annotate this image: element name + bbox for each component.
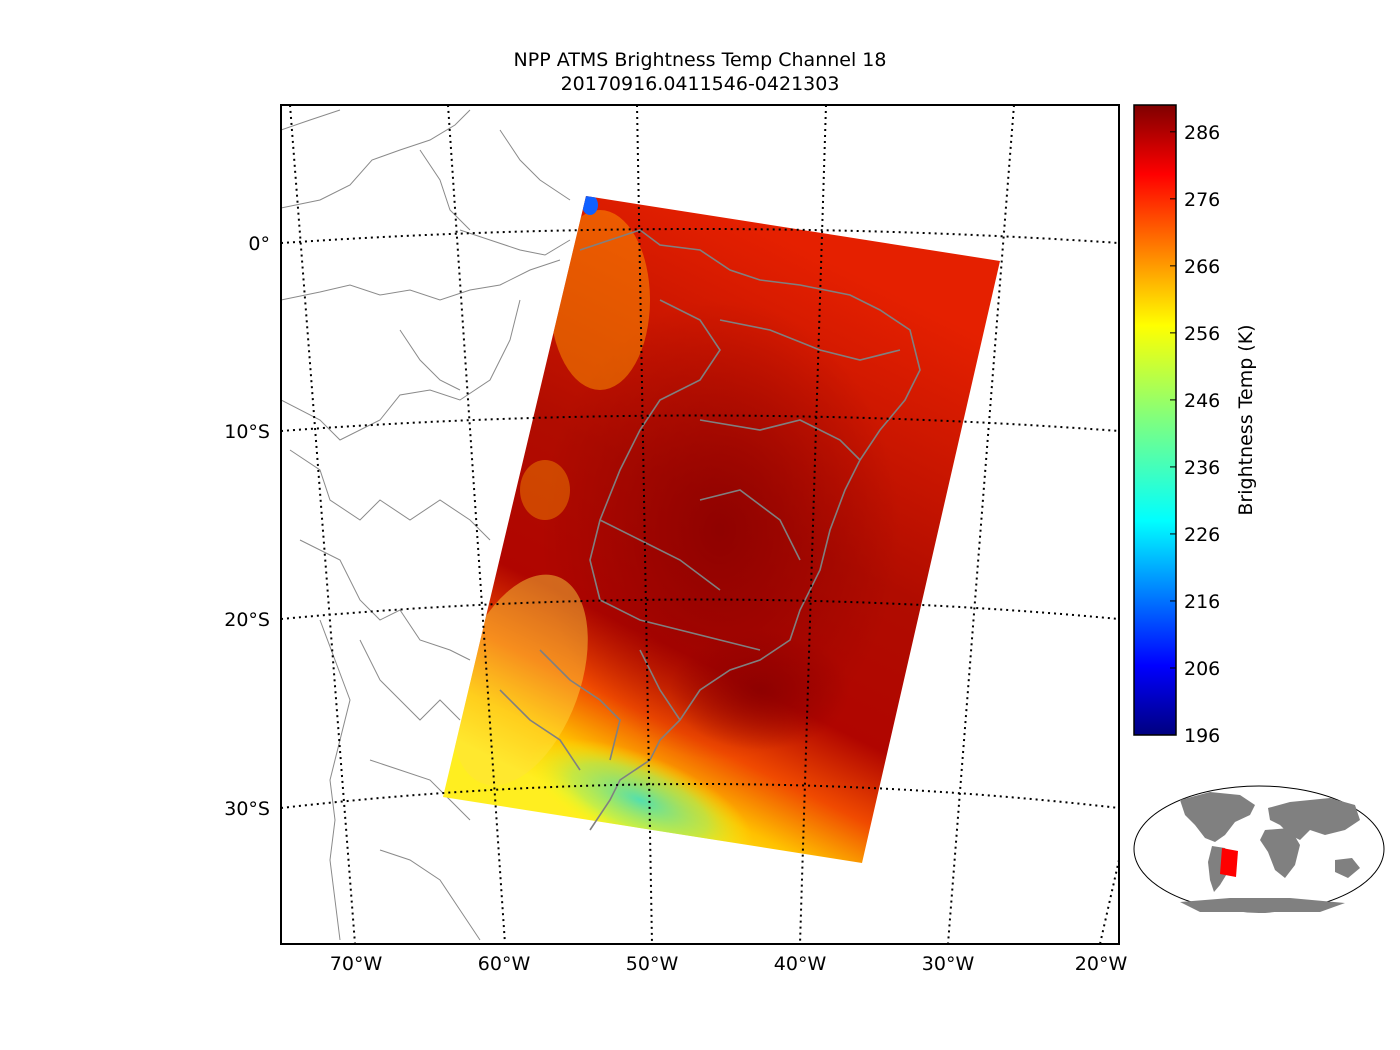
colorbar-tick-label: 226 [1184, 524, 1220, 546]
inset-globe [1133, 785, 1385, 913]
inset-swath-marker [1220, 848, 1238, 877]
lon-label-60w: 60°W [478, 953, 531, 975]
chart-title: NPP ATMS Brightness Temp Channel 18 [513, 49, 887, 71]
graticule [281, 105, 1119, 944]
colorbar-tick-label: 256 [1184, 323, 1220, 345]
colorbar-ticks: 286 276 266 256 246 236 226 216 206 196 [1170, 122, 1220, 747]
lat-label-10s: 10°S [224, 421, 270, 443]
colorbar-tick-label: 216 [1184, 591, 1220, 613]
lon-label-40w: 40°W [774, 953, 827, 975]
colorbar-tick-label: 266 [1184, 256, 1220, 278]
lat-label-0: 0° [248, 233, 270, 255]
lon-label-70w: 70°W [330, 953, 383, 975]
coastline [499, 229, 921, 831]
inset-land [1180, 792, 1360, 912]
colorbar-tick-label: 246 [1184, 390, 1220, 412]
map-frame [280, 104, 1120, 945]
map-area [281, 105, 1119, 944]
lon-label-50w: 50°W [626, 953, 679, 975]
colorbar-tick-label: 206 [1184, 658, 1220, 680]
colorbar-tick-label: 196 [1184, 725, 1220, 747]
lat-label-20s: 20°S [224, 609, 270, 631]
lon-label-30w: 30°W [922, 953, 975, 975]
colorbar-label: Brightness Temp (K) [1235, 324, 1257, 515]
lat-label-30s: 30°S [224, 798, 270, 820]
lon-label-20w: 20°W [1075, 953, 1128, 975]
colorbar-tick-label: 286 [1184, 122, 1220, 144]
colorbar-tick-label: 276 [1184, 189, 1220, 211]
country-borders [281, 109, 571, 941]
chart-subtitle: 20170916.0411546-0421303 [560, 73, 840, 95]
colorbar [1133, 104, 1177, 736]
colorbar-tick-label: 236 [1184, 457, 1220, 479]
